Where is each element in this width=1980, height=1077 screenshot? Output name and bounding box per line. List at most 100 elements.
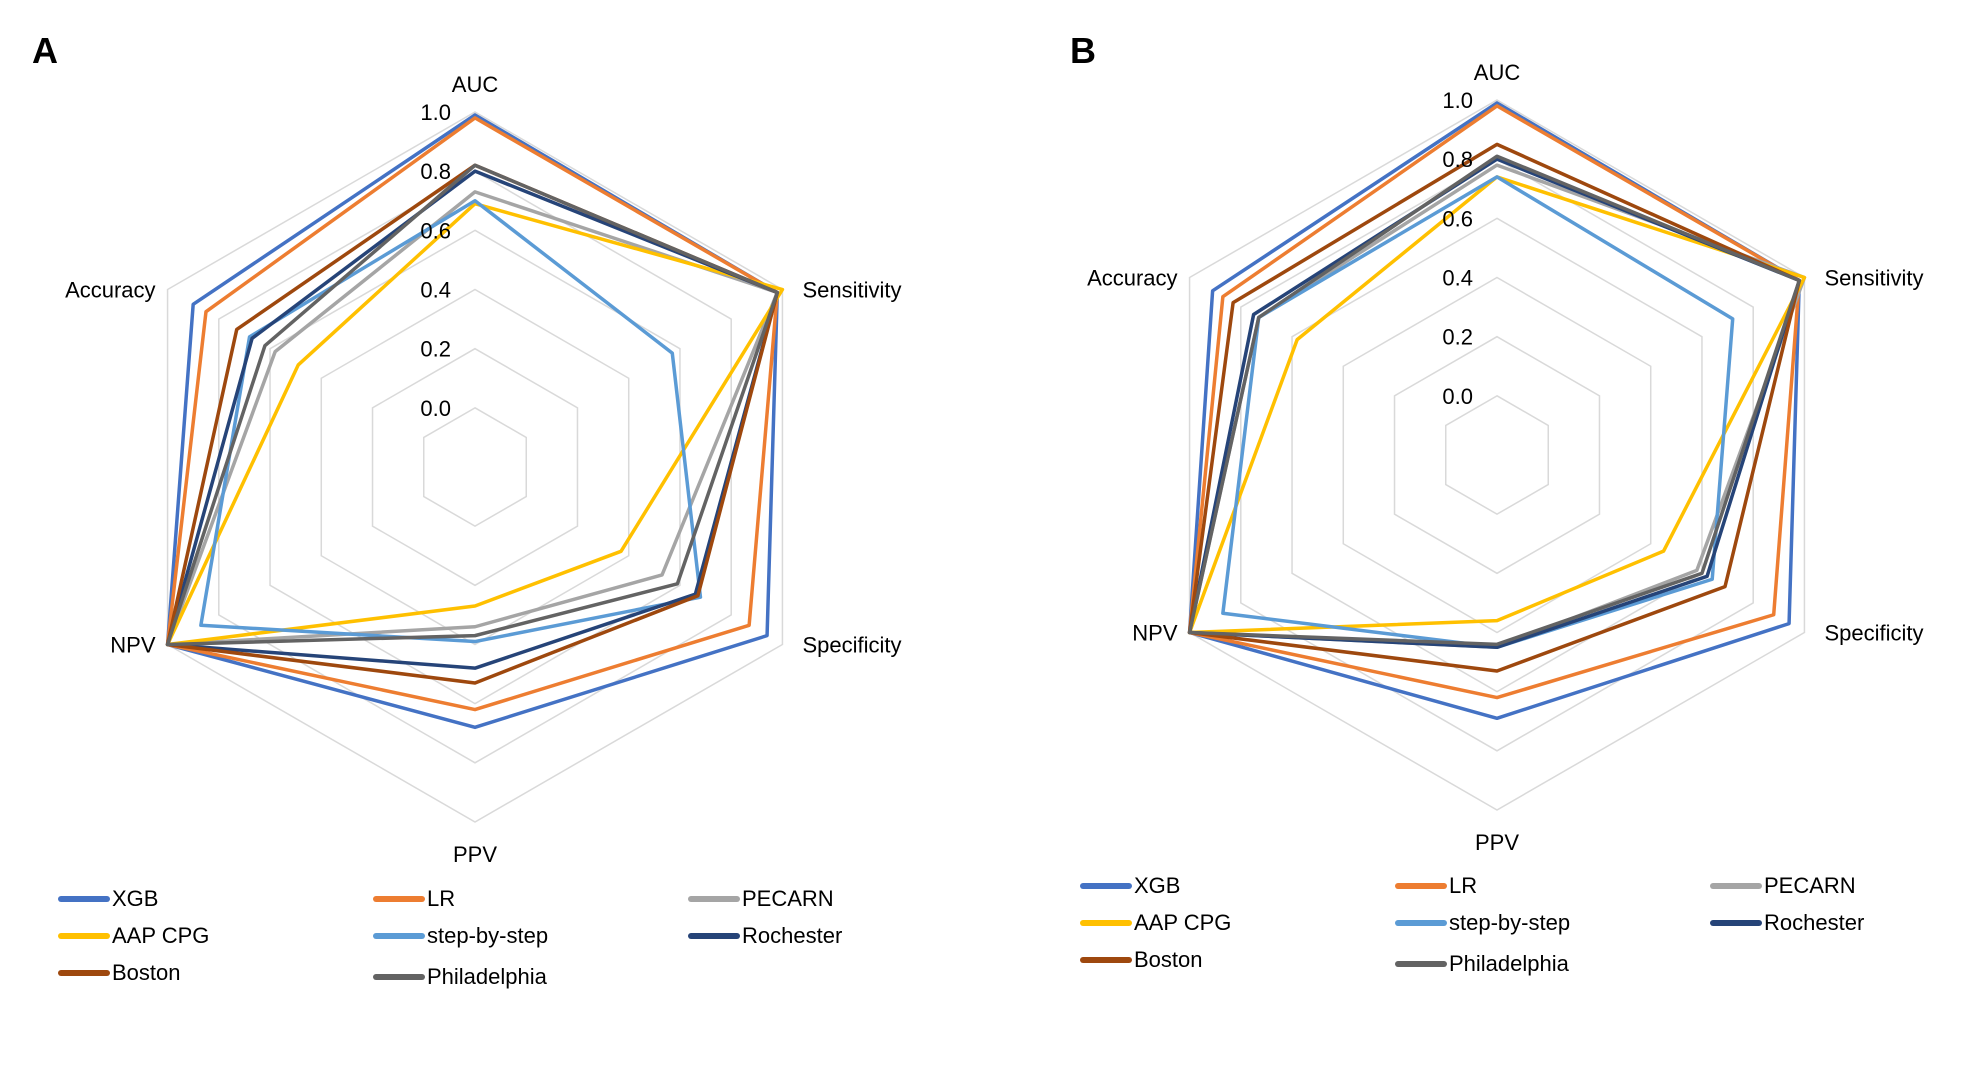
grid-ring (1291, 217, 1703, 693)
series-line-philadelphia (165, 163, 780, 647)
legend-label: step-by-step (1449, 910, 1571, 935)
legend-swatch (58, 896, 110, 902)
legend-label: PECARN (1764, 873, 1856, 898)
legend-label: step-by-step (427, 923, 549, 948)
axis-label-accuracy: Accuracy (65, 278, 155, 303)
series-line-step-by-step (199, 199, 703, 644)
grid-ring (166, 111, 784, 823)
legend-item-boston: Boston (58, 960, 181, 986)
legend-label: Philadelphia (427, 964, 547, 989)
legend-swatch (1710, 883, 1762, 889)
legend-swatch (1080, 883, 1132, 889)
legend-item-pecarn: PECARN (688, 886, 834, 912)
series-line-rochester (165, 169, 780, 670)
legend-swatch (1080, 957, 1132, 963)
legend-label: Rochester (742, 923, 843, 948)
legend-item-xgb: XGB (1080, 873, 1180, 899)
legend-label: XGB (1134, 873, 1181, 898)
legend-swatch (373, 933, 425, 939)
legend-swatch (58, 933, 110, 939)
legend-label: PECARN (742, 886, 834, 911)
legend-item-philadelphia: Philadelphia (1395, 951, 1569, 977)
tick-label: 0.4 (420, 278, 451, 303)
axis-label-npv: NPV (110, 633, 156, 658)
tick-label: 0.2 (420, 337, 451, 362)
series-line-boston (1187, 142, 1802, 673)
tick-label: 1.0 (420, 100, 451, 125)
legend-item-aap-cpg: AAP CPG (1080, 910, 1231, 936)
legend-swatch (1395, 920, 1447, 926)
legend-label: LR (1449, 873, 1478, 898)
legend-item-rochester: Rochester (688, 923, 842, 949)
axis-label-accuracy: Accuracy (1087, 266, 1177, 291)
tick-label: 0.8 (1442, 147, 1473, 172)
series-line-aap-cpg (1187, 175, 1807, 635)
tick-label: 0.0 (420, 396, 451, 421)
tick-label: 0.6 (420, 218, 451, 243)
grid-ring (218, 170, 732, 764)
legend-item-step-by-step: step-by-step (373, 923, 548, 949)
legend-label: Boston (112, 960, 181, 985)
legend-item-pecarn: PECARN (1710, 873, 1856, 899)
series-line-aap-cpg (165, 201, 785, 647)
chart-legend: XGB LR PECARN AAP CPG step-by-step Rochester B… (58, 886, 918, 996)
axis-label-auc: AUC (452, 72, 499, 97)
grid-ring (320, 288, 630, 646)
legend-swatch (1710, 920, 1762, 926)
legend-swatch (373, 896, 425, 902)
legend-swatch (1395, 883, 1447, 889)
axis-label-specificity: Specificity (802, 633, 901, 658)
legend-swatch (1080, 920, 1132, 926)
legend-swatch (1395, 961, 1447, 967)
series-line-lr (1187, 104, 1802, 700)
legend-label: Philadelphia (1449, 951, 1569, 976)
tick-label: 0.4 (1442, 266, 1473, 291)
tick-label: 0.0 (1442, 384, 1473, 409)
legend-label: LR (427, 886, 456, 911)
legend-item-philadelphia: Philadelphia (373, 964, 547, 990)
legend-item-boston: Boston (1080, 947, 1203, 973)
legend-swatch (688, 933, 740, 939)
panel-label: A (32, 30, 58, 71)
axis-label-npv: NPV (1132, 621, 1178, 646)
legend-label: Rochester (1764, 910, 1865, 935)
legend-swatch (373, 974, 425, 980)
axis-label-sensitivity: Sensitivity (802, 278, 901, 303)
grid-ring (1445, 394, 1549, 516)
radar-panel-b: B 0.0 0.2 0.4 0.6 0.8 1.0 AUC Sensitivity Specif… (990, 0, 1980, 1077)
grid-ring (1240, 158, 1754, 752)
grid-ring (371, 347, 579, 587)
axis-label-ppv: PPV (1475, 830, 1519, 855)
axis-label-sensitivity: Sensitivity (1824, 266, 1923, 291)
series-line-philadelphia (1187, 154, 1802, 647)
legend-item-lr: LR (373, 886, 455, 912)
grid-ring (269, 229, 681, 705)
tick-label: 1.0 (1442, 88, 1473, 113)
axis-label-auc: AUC (1474, 60, 1521, 85)
axis-label-ppv: PPV (453, 842, 497, 867)
legend-label: AAP CPG (112, 923, 210, 948)
chart-legend: XGB LR PECARN AAP CPG step-by-step Rochester B… (1080, 873, 1940, 983)
series-line-rochester (1187, 157, 1802, 650)
legend-item-rochester: Rochester (1710, 910, 1864, 936)
tick-label: 0.2 (1442, 325, 1473, 350)
tick-label: 0.8 (420, 159, 451, 184)
legend-item-step-by-step: step-by-step (1395, 910, 1570, 936)
grid-ring (423, 406, 527, 528)
legend-swatch (58, 970, 110, 976)
grid-ring (1342, 276, 1652, 634)
legend-label: AAP CPG (1134, 910, 1232, 935)
legend-item-aap-cpg: AAP CPG (58, 923, 209, 949)
legend-swatch (688, 896, 740, 902)
axis-label-specificity: Specificity (1824, 621, 1923, 646)
radar-panel-a: A 0.0 0.2 0.4 0.6 0.8 1.0 AUC Sensitivity Specif… (32, 30, 918, 996)
legend-item-lr: LR (1395, 873, 1477, 899)
grid-ring (1393, 335, 1601, 575)
legend-item-xgb: XGB (58, 886, 158, 912)
tick-label: 0.6 (1442, 206, 1473, 231)
panel-label: B (1070, 30, 1096, 71)
legend-label: Boston (1134, 947, 1203, 972)
legend-label: XGB (112, 886, 159, 911)
